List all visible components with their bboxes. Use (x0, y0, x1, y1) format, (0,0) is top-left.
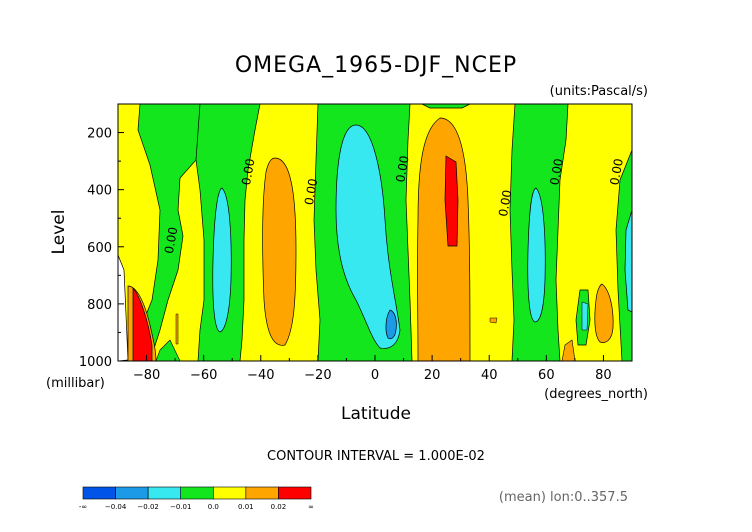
band-gt0.02-a (444, 155, 459, 247)
y-tick-label: 400 (87, 184, 112, 199)
band-neg0.02-neg0.01-right (624, 209, 632, 313)
colorbar-swatch (180, 486, 214, 500)
contour-label: 0.00 (393, 155, 411, 184)
colorbar-label: ∞ (308, 503, 314, 511)
units-label: (units:Pascal/s) (550, 84, 648, 99)
band-neg0.01-0.00-top (421, 104, 471, 109)
colorbar-swatch (115, 486, 149, 500)
x-tick-label: 80 (595, 368, 612, 383)
x-tick-label: 60 (538, 368, 555, 383)
colorbar: -∞ −0.04 −0.02 −0.01 0.0 0.01 0.02 ∞ (79, 486, 314, 511)
contour-interval: CONTOUR INTERVAL = 1.000E-02 (267, 449, 485, 464)
x-tick-label: −80 (133, 368, 160, 383)
y-tick-label: 800 (87, 298, 112, 313)
y-axis-title: Level (49, 210, 69, 255)
colorbar-label: −0.04 (105, 503, 127, 511)
band-0.01-0.02-b (417, 117, 471, 361)
contour-label: 0.00 (162, 226, 180, 255)
colorbar-swatch (245, 486, 279, 500)
x-axis-title: Latitude (341, 404, 411, 424)
colorbar-label: −0.02 (137, 503, 158, 511)
contour-label: 0.00 (547, 157, 565, 186)
colorbar-swatch (278, 486, 312, 500)
x-tick-label: −40 (247, 368, 274, 383)
band-0.01-0.02-dot (489, 317, 498, 324)
band-gt0.02-sp (132, 287, 153, 361)
contour-labels: 0.00 0.00 0.00 0.00 0.00 0.00 0.00 (162, 155, 626, 255)
colorbar-label: −0.01 (170, 503, 191, 511)
band-neg0.02-neg0.01-e (581, 301, 589, 331)
colorbar-label: -∞ (79, 503, 87, 511)
colorbar-swatch (82, 486, 116, 500)
x-axis-units: (degrees_north) (544, 387, 648, 402)
contour-label: 0.00 (302, 177, 320, 206)
x-axis: −80 −60 −40 −20 0 20 40 60 80 (117, 355, 633, 383)
band-0.01-0.02-c (594, 283, 614, 343)
colorbar-label: 0.01 (238, 503, 254, 511)
y-tick-label: 1000 (79, 355, 112, 370)
colorbar-swatch (147, 486, 182, 500)
y-axis: 200 400 600 800 1000 (79, 103, 124, 370)
y-tick-label: 200 (87, 127, 112, 142)
band-0.01-0.02-sliver (175, 313, 179, 345)
x-tick-label: −20 (304, 368, 331, 383)
x-tick-label: 20 (424, 368, 441, 383)
colorbar-label: 0.02 (271, 503, 287, 511)
contour-label: 0.00 (496, 189, 514, 218)
x-tick-label: 40 (481, 368, 498, 383)
contour-label: 0.00 (239, 157, 257, 186)
plot-area: 0.00 0.00 0.00 0.00 0.00 0.00 0.00 −80 −60 −40 −2… (79, 103, 633, 383)
band-neg0.01-0.00-bottom-a (155, 339, 181, 361)
x-tick-label: −60 (190, 368, 217, 383)
x-tick-label: 0 (371, 368, 379, 383)
contour-label: 0.00 (607, 157, 625, 186)
contour-fill (118, 104, 632, 361)
colorbar-swatch (212, 486, 247, 500)
band-0.01-0.02-a (262, 157, 297, 346)
band-0.01-0.02-bottom (561, 339, 576, 361)
mean-label: (mean) lon:0..357.5 (499, 490, 628, 505)
y-tick-label: 600 (87, 241, 112, 256)
colorbar-label: 0.0 (208, 503, 219, 511)
band-neg0.02-neg0.01-b (335, 124, 401, 349)
band-neg0.02-neg0.01-a (212, 187, 232, 333)
band-neg0.04-neg0.02 (385, 309, 397, 340)
band-neg0.02-neg0.01-c (527, 187, 546, 323)
chart-title: OMEGA_1965-DJF_NCEP (235, 53, 517, 78)
y-axis-units: (millibar) (46, 376, 105, 391)
